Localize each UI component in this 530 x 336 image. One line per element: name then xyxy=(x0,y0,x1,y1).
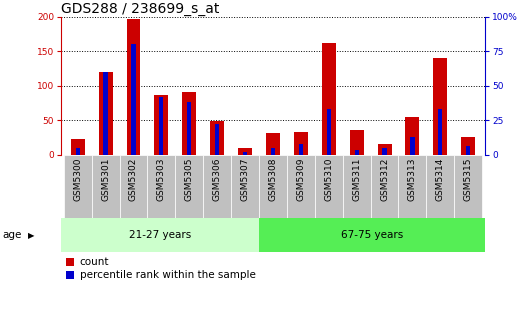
Bar xyxy=(294,132,308,155)
Text: GSM5310: GSM5310 xyxy=(324,158,333,201)
Text: GSM5300: GSM5300 xyxy=(73,158,82,201)
Text: 21-27 years: 21-27 years xyxy=(129,230,191,240)
Bar xyxy=(203,155,231,218)
Bar xyxy=(238,148,252,155)
Bar xyxy=(127,19,140,155)
Bar xyxy=(461,137,475,155)
Bar xyxy=(322,43,335,155)
Bar xyxy=(231,155,259,218)
Bar xyxy=(299,143,303,155)
Text: GSM5301: GSM5301 xyxy=(101,158,110,201)
Bar xyxy=(355,151,359,155)
Bar xyxy=(70,139,85,155)
Bar xyxy=(454,155,482,218)
Bar xyxy=(350,130,364,155)
Bar xyxy=(287,155,315,218)
Bar xyxy=(76,148,80,155)
Bar xyxy=(61,218,259,252)
Bar xyxy=(182,92,196,155)
Bar xyxy=(405,117,419,155)
Bar xyxy=(271,148,275,155)
Bar xyxy=(466,146,470,155)
Text: GSM5308: GSM5308 xyxy=(269,158,277,201)
Text: GSM5306: GSM5306 xyxy=(213,158,222,201)
Text: GDS288 / 238699_s_at: GDS288 / 238699_s_at xyxy=(61,2,219,16)
Text: ▶: ▶ xyxy=(28,231,34,240)
Bar xyxy=(410,137,414,155)
Bar xyxy=(343,155,370,218)
Text: GSM5303: GSM5303 xyxy=(157,158,166,201)
Bar xyxy=(315,155,343,218)
Text: GSM5302: GSM5302 xyxy=(129,158,138,201)
Bar xyxy=(187,102,191,155)
Bar xyxy=(215,124,219,155)
Bar xyxy=(131,44,136,155)
Bar xyxy=(266,132,280,155)
Bar xyxy=(99,72,112,155)
Bar xyxy=(64,155,92,218)
Bar xyxy=(434,58,447,155)
Bar xyxy=(383,148,386,155)
Text: GSM5313: GSM5313 xyxy=(408,158,417,201)
Text: GSM5315: GSM5315 xyxy=(464,158,473,201)
Bar xyxy=(399,155,426,218)
Bar xyxy=(243,152,247,155)
Text: GSM5312: GSM5312 xyxy=(380,158,389,201)
Bar xyxy=(326,109,331,155)
Bar xyxy=(210,121,224,155)
Bar xyxy=(92,155,120,218)
Text: GSM5307: GSM5307 xyxy=(241,158,250,201)
Bar xyxy=(377,143,392,155)
Bar xyxy=(259,155,287,218)
Bar xyxy=(154,95,169,155)
Bar xyxy=(370,155,399,218)
Bar xyxy=(259,218,485,252)
Bar xyxy=(426,155,454,218)
Bar xyxy=(160,97,163,155)
Text: 67-75 years: 67-75 years xyxy=(341,230,403,240)
Bar xyxy=(175,155,203,218)
Text: GSM5311: GSM5311 xyxy=(352,158,361,201)
Legend: count, percentile rank within the sample: count, percentile rank within the sample xyxy=(66,257,255,280)
Bar xyxy=(103,72,108,155)
Bar xyxy=(120,155,147,218)
Text: GSM5305: GSM5305 xyxy=(185,158,194,201)
Bar xyxy=(147,155,175,218)
Text: GSM5314: GSM5314 xyxy=(436,158,445,201)
Bar xyxy=(438,109,443,155)
Text: age: age xyxy=(3,230,22,240)
Text: GSM5309: GSM5309 xyxy=(296,158,305,201)
